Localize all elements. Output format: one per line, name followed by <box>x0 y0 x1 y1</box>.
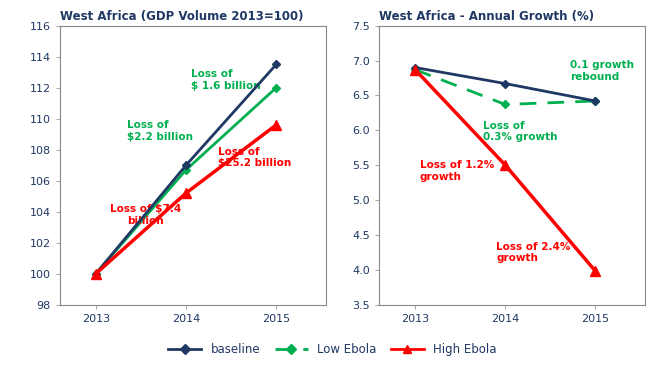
Text: Loss of 1.2%
growth: Loss of 1.2% growth <box>420 160 494 182</box>
Legend: baseline, Low Ebola, High Ebola: baseline, Low Ebola, High Ebola <box>164 339 501 361</box>
Text: West Africa - Annual Growth (%): West Africa - Annual Growth (%) <box>379 10 594 23</box>
Text: Loss of
$25.2 billion: Loss of $25.2 billion <box>217 146 291 168</box>
Text: Loss of
0.3% growth: Loss of 0.3% growth <box>483 121 557 142</box>
Text: Loss of
$ 1.6 billion: Loss of $ 1.6 billion <box>191 69 260 91</box>
Text: West Africa (GDP Volume 2013=100): West Africa (GDP Volume 2013=100) <box>60 10 303 23</box>
Text: 0.1 growth
rebound: 0.1 growth rebound <box>570 60 634 82</box>
Text: Loss of 2.4%
growth: Loss of 2.4% growth <box>496 241 571 263</box>
Text: Loss of
$2.2 billion: Loss of $2.2 billion <box>128 120 194 142</box>
Text: Loss of $7.4
billion: Loss of $7.4 billion <box>110 204 181 226</box>
